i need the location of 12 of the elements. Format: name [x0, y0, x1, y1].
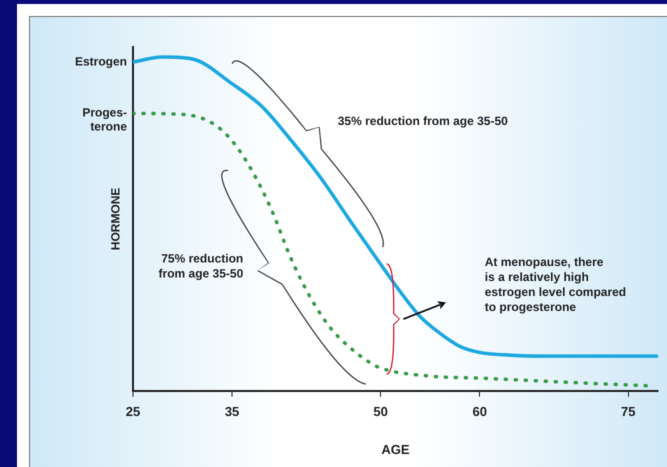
x-tick-label: 50 [373, 404, 388, 420]
annotation: At menopause, there is a relatively high estrogen level compared to progesterone [484, 255, 626, 314]
x-tick-label: 75 [621, 404, 636, 420]
series-label: Estrogen [74, 54, 127, 68]
x-tick-label: 60 [472, 404, 487, 420]
annotation: 75% reduction from age 35-50 [158, 252, 244, 281]
x-axis-title: AGE [381, 442, 410, 457]
y-axis-title: HORMONE [108, 188, 123, 250]
x-tick-label: 25 [126, 404, 140, 420]
annotation: 35% reduction from age 35-50 [338, 114, 508, 128]
x-tick-label: 35 [224, 404, 240, 420]
series-label: Proges- terone [82, 106, 128, 134]
